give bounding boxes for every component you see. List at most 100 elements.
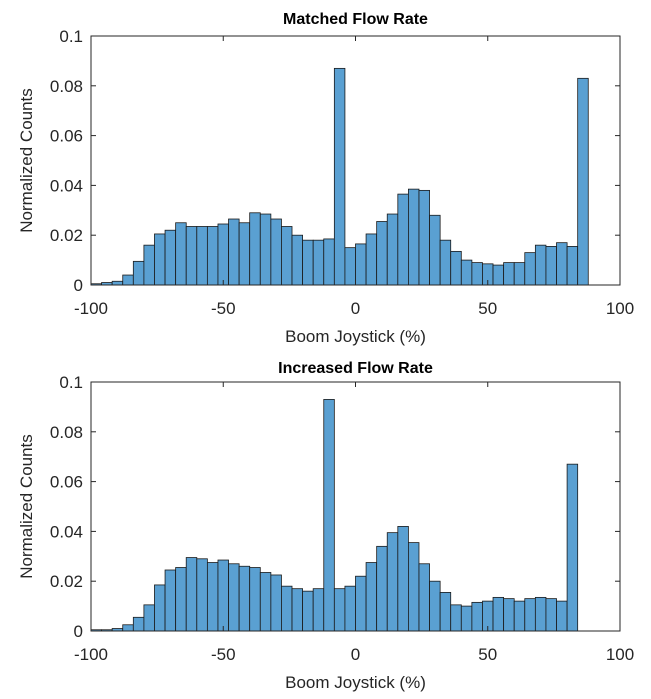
y-tick-label: 0: [74, 276, 83, 295]
histogram-bar: [249, 212, 261, 286]
x-axis-label: Boom Joystick (%): [285, 673, 426, 692]
histogram-bar: [270, 218, 282, 286]
histogram-bar: [164, 229, 177, 286]
histogram-bar: [556, 600, 568, 632]
histogram-bar: [524, 252, 536, 286]
histogram-bar: [111, 280, 124, 286]
histogram-bar: [376, 221, 388, 286]
histogram-bar: [355, 575, 367, 632]
histogram-bar: [185, 226, 198, 286]
histogram-bar: [534, 596, 547, 632]
histogram-bar: [513, 262, 526, 286]
histogram-bar: [355, 243, 367, 286]
histogram-bar: [566, 246, 579, 286]
histogram-bar: [249, 567, 261, 632]
histogram-bar: [503, 598, 515, 632]
histogram-bar: [545, 598, 557, 632]
y-tick-label: 0.06: [50, 127, 83, 146]
histogram-bar: [439, 239, 452, 286]
histogram-bar: [397, 193, 409, 286]
histogram-bar: [376, 545, 388, 632]
x-tick-label: 50: [478, 645, 497, 664]
y-tick-label: 0.04: [50, 176, 83, 195]
histogram-bar: [503, 262, 515, 286]
y-tick-label: 0.1: [59, 373, 83, 392]
histogram-bar: [418, 189, 430, 286]
histogram-bar: [164, 569, 177, 632]
histogram-bar: [513, 600, 526, 632]
histogram-bar: [450, 604, 462, 632]
histogram-bar: [545, 246, 557, 286]
x-tick-label: -100: [74, 645, 108, 664]
y-tick-label: 0.02: [50, 226, 83, 245]
y-axis-label: Normalized Counts: [17, 88, 36, 233]
histogram-bar: [323, 399, 335, 632]
histogram-bar: [556, 242, 568, 286]
histogram-bar: [524, 598, 536, 632]
x-tick-label: 0: [351, 299, 360, 318]
histogram-bar: [450, 250, 462, 286]
y-tick-label: 0.08: [50, 77, 83, 96]
histogram-bar: [154, 233, 166, 286]
histogram-bar: [132, 616, 145, 632]
histogram-bar: [238, 565, 251, 632]
histogram-bar: [228, 563, 240, 632]
y-tick-label: 0.1: [59, 27, 83, 46]
x-tick-label: -100: [74, 299, 108, 318]
histogram-bar: [238, 222, 251, 286]
chart-panel-2: 0 0.02 0.04 0.06 0.08 0.1 -100 -50 0 50 100 Increas…: [17, 360, 634, 692]
histogram-bar: [460, 259, 473, 286]
x-tick-label: 100: [606, 645, 634, 664]
histogram-bar: [143, 604, 155, 632]
histogram-bar: [206, 226, 219, 286]
histogram-bar: [312, 588, 325, 632]
x-tick-label: 100: [606, 299, 634, 318]
x-tick-label: -50: [211, 645, 236, 664]
histogram-bar: [386, 532, 399, 632]
histogram-bar: [291, 234, 303, 286]
histogram-bar: [460, 605, 473, 632]
histogram-bar: [196, 558, 208, 632]
y-tick-label: 0.02: [50, 572, 83, 591]
histogram-bar: [259, 572, 272, 632]
histogram-bar: [492, 264, 505, 286]
histogram-bar: [132, 260, 145, 286]
y-tick-label: 0: [74, 622, 83, 641]
histogram-bar: [302, 590, 314, 632]
bars: [90, 399, 579, 632]
x-tick-label: 50: [478, 299, 497, 318]
histogram-bar: [217, 559, 229, 632]
histogram-bar: [407, 188, 420, 286]
histogram-bar: [365, 233, 378, 286]
histogram-bar: [418, 563, 430, 632]
histogram-bar: [143, 244, 155, 286]
y-axis-label: Normalized Counts: [17, 434, 36, 579]
y-tick-label: 0.04: [50, 522, 83, 541]
histogram-bar: [228, 218, 240, 286]
histogram-bar: [429, 214, 441, 286]
histogram-bar: [333, 588, 346, 632]
histogram-bar: [175, 567, 187, 632]
histogram-bar: [122, 624, 134, 632]
histogram-bar: [281, 585, 293, 632]
histogram-bar: [344, 247, 356, 286]
histogram-bar: [217, 223, 229, 286]
x-tick-label: -50: [211, 299, 236, 318]
histogram-bar: [259, 213, 272, 286]
histogram-bar: [577, 77, 589, 286]
x-axis-label: Boom Joystick (%): [285, 327, 426, 346]
histogram-bar: [386, 213, 399, 286]
histogram-bar: [175, 222, 187, 286]
histogram-bar: [281, 226, 293, 286]
histogram-bar: [429, 580, 441, 632]
histogram-bar: [471, 262, 483, 286]
histogram-bar: [333, 67, 346, 286]
chart-panel-1: 0 0.02 0.04 0.06 0.08 0.1 -100 -50 0 50 100 Matched…: [17, 11, 634, 346]
histogram-bar: [122, 274, 134, 286]
histogram-bar: [323, 238, 335, 286]
histogram-bar: [312, 239, 325, 286]
histogram-bar: [185, 557, 198, 632]
histogram-bar: [344, 585, 356, 632]
